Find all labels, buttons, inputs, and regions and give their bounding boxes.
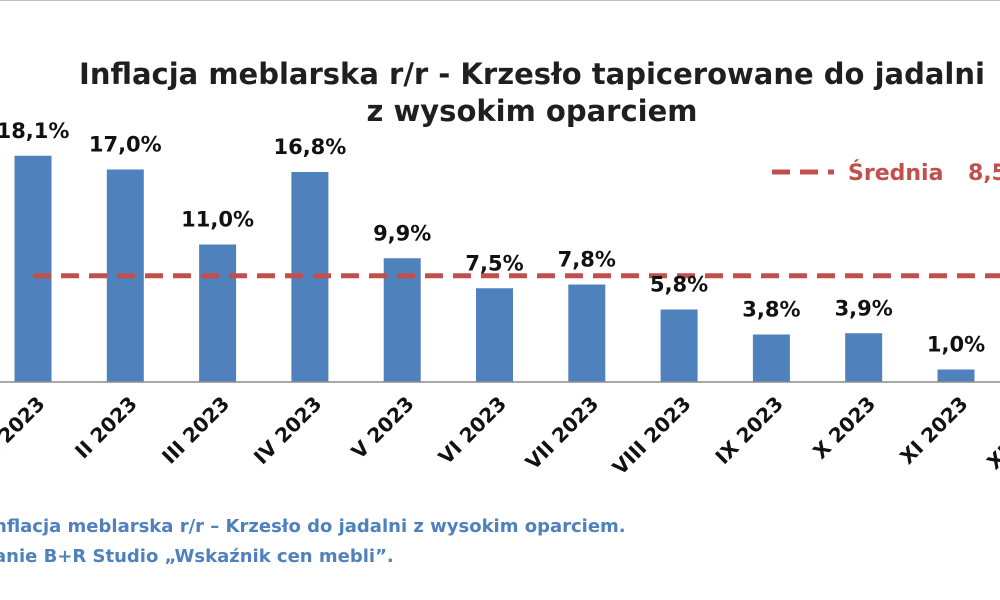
bar-11: [937, 369, 975, 382]
bar-1: [14, 155, 52, 382]
x-tick-label-8: VIII 2023: [608, 392, 696, 480]
x-tick-label-6: VI 2023: [434, 392, 511, 469]
data-label-10: 3,9%: [835, 296, 893, 320]
data-labels-group: 18,1% 17,0% 11,0% 16,8% 9,9% 7,5% 7,8% 5,8% 3,8%…: [0, 119, 985, 357]
bar-6: [476, 288, 513, 382]
x-tick-label-1: I 2023: [0, 392, 49, 459]
data-label-5: 9,9%: [373, 221, 431, 245]
legend-label: Średnia: [848, 160, 943, 186]
data-label-6: 7,5%: [465, 251, 523, 275]
data-label-2: 17,0%: [89, 133, 162, 157]
footnote: nflacja meblarska r/r – Krzesło do jadal…: [0, 512, 626, 572]
chart-title-line-2: z wysokim oparciem: [367, 94, 698, 128]
data-label-8: 5,8%: [650, 273, 708, 297]
x-tick-label-4: IV 2023: [249, 392, 326, 469]
footnote-line-2: anie B+R Studio „Wskaźnik cen mebli”.: [0, 546, 394, 567]
x-tick-label-2: II 2023: [70, 392, 142, 464]
x-tick-label-10: X 2023: [808, 392, 880, 464]
data-label-7: 7,8%: [558, 248, 616, 272]
data-label-11: 1,0%: [927, 333, 985, 357]
x-tick-label-11: XI 2023: [895, 392, 972, 469]
chart-title-line-1: Inflacja meblarska r/r - Krzesło tapicer…: [79, 57, 985, 91]
legend-value: 8,5: [968, 161, 1000, 186]
bar-7: [568, 284, 606, 382]
x-tick-label-12: XII 2023: [982, 392, 1000, 475]
data-label-1: 18,1%: [0, 119, 69, 143]
legend: Średnia 8,5: [772, 160, 1000, 186]
x-tick-labels-group: I 2023 II 2023 III 2023 IV 2023 V 2023 VI 202…: [0, 392, 1000, 480]
bar-5: [383, 258, 421, 382]
top-border: [0, 0, 1000, 1]
x-tick-label-9: IX 2023: [710, 392, 787, 469]
data-label-4: 16,8%: [273, 135, 346, 159]
footnote-line-1: nflacja meblarska r/r – Krzesło do jadal…: [0, 516, 626, 537]
bar-9: [752, 334, 790, 382]
x-tick-label-3: III 2023: [157, 392, 234, 469]
bar-3: [199, 244, 237, 382]
x-tick-label-5: V 2023: [346, 392, 418, 464]
bar-8: [660, 309, 698, 382]
x-tick-label-7: VII 2023: [521, 392, 604, 475]
data-label-3: 11,0%: [181, 208, 254, 232]
data-label-9: 3,8%: [742, 298, 800, 322]
bar-10: [845, 333, 883, 382]
